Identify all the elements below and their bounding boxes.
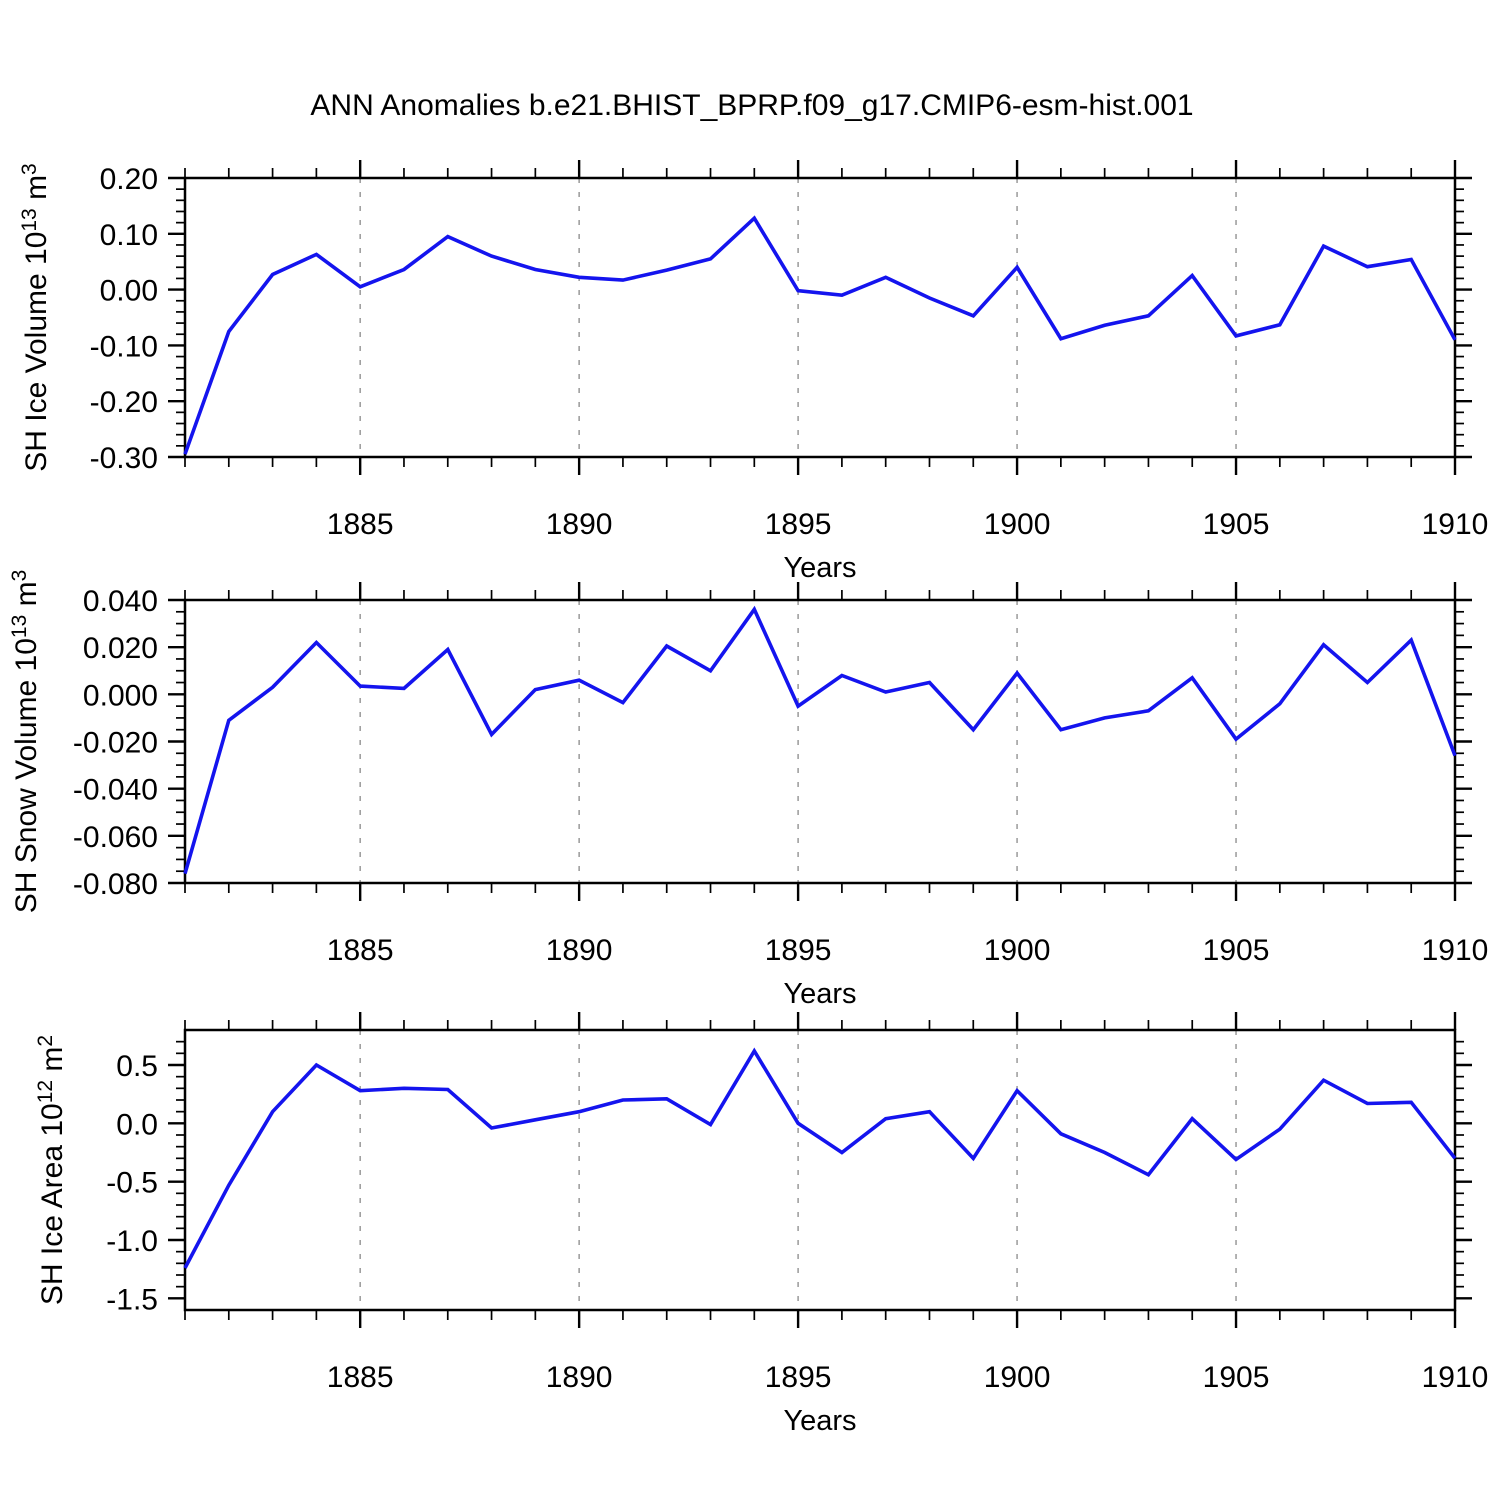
- x-tick-labels: 1885 1890 1895 1900 1905 1910: [327, 934, 1489, 967]
- svg-text:0.0: 0.0: [116, 1108, 158, 1141]
- svg-text:1910: 1910: [1422, 934, 1489, 967]
- plot-border: [183, 598, 1457, 885]
- y-tick-labels: 0.5 0.0 -0.5 -1.0 -1.5: [106, 1050, 158, 1316]
- gridlines: [359, 178, 1237, 457]
- x-axis-title: Years: [783, 978, 856, 1010]
- gridlines: [359, 600, 1237, 883]
- svg-text:-0.020: -0.020: [73, 727, 158, 760]
- plot-border: [183, 1028, 1457, 1312]
- x-axis-title: Years: [783, 552, 856, 584]
- svg-text:1900: 1900: [984, 508, 1051, 541]
- svg-text:1895: 1895: [765, 1361, 832, 1394]
- plot-border: [183, 176, 1457, 459]
- svg-text:-1.0: -1.0: [106, 1225, 158, 1258]
- svg-text:0.020: 0.020: [83, 632, 158, 665]
- svg-text:1890: 1890: [546, 934, 613, 967]
- gridlines: [359, 1030, 1237, 1310]
- x-ticks: [184, 1012, 1457, 1328]
- svg-text:1895: 1895: [765, 508, 832, 541]
- sh-ice-volume-line: [183, 215, 1457, 455]
- svg-text:-0.080: -0.080: [73, 868, 158, 901]
- y-ticks: [168, 176, 1472, 459]
- y-axis-title: SH Ice Volume 1013 m3: [18, 163, 53, 472]
- svg-text:0.5: 0.5: [116, 1050, 158, 1083]
- svg-text:0.20: 0.20: [100, 163, 158, 196]
- svg-text:1905: 1905: [1203, 934, 1270, 967]
- x-ticks: [184, 160, 1457, 475]
- svg-text:1885: 1885: [327, 1361, 394, 1394]
- svg-text:1885: 1885: [327, 934, 394, 967]
- svg-text:1905: 1905: [1203, 1361, 1270, 1394]
- svg-text:-1.5: -1.5: [106, 1283, 158, 1316]
- y-axis-title: SH Ice Area 1012 m2: [34, 1035, 69, 1305]
- x-ticks: [184, 582, 1457, 901]
- svg-text:-0.30: -0.30: [90, 442, 158, 475]
- x-tick-labels: 1885 1890 1895 1900 1905 1910: [327, 1361, 1489, 1394]
- y-ticks: [168, 1040, 1472, 1300]
- svg-text:1885: 1885: [327, 508, 394, 541]
- sh-ice-area-line: [183, 1047, 1457, 1269]
- svg-text:1890: 1890: [546, 508, 613, 541]
- svg-text:0.10: 0.10: [100, 219, 158, 252]
- svg-text:-0.5: -0.5: [106, 1167, 158, 1200]
- svg-text:1910: 1910: [1422, 1361, 1489, 1394]
- svg-text:1900: 1900: [984, 934, 1051, 967]
- y-tick-labels: 0.040 0.020 0.000 -0.020 -0.040 -0.060 -0.080: [73, 585, 158, 901]
- y-tick-labels: 0.20 0.10 0.00 -0.10 -0.20 -0.30: [90, 163, 158, 475]
- sh-snow-volume-line: [183, 605, 1457, 875]
- svg-text:0.00: 0.00: [100, 275, 158, 308]
- x-axis-title: Years: [783, 1405, 856, 1437]
- svg-text:0.040: 0.040: [83, 585, 158, 618]
- panel-sh-ice-area: 0.5 0.0 -0.5 -1.0 -1.5 1885 1890 1895 1900 1905 19…: [34, 1012, 1488, 1437]
- svg-text:1910: 1910: [1422, 508, 1489, 541]
- svg-text:-0.040: -0.040: [73, 774, 158, 807]
- figure-title: ANN Anomalies b.e21.BHIST_BPRP.f09_g17.C…: [310, 89, 1194, 122]
- svg-text:1900: 1900: [984, 1361, 1051, 1394]
- svg-text:1895: 1895: [765, 934, 832, 967]
- svg-text:0.000: 0.000: [83, 679, 158, 712]
- svg-text:1905: 1905: [1203, 508, 1270, 541]
- panel-sh-snow-volume: 0.040 0.020 0.000 -0.020 -0.040 -0.060 -0.080 1…: [8, 570, 1488, 1010]
- x-tick-labels: 1885 1890 1895 1900 1905 1910: [327, 508, 1489, 541]
- svg-text:-0.10: -0.10: [90, 330, 158, 363]
- svg-text:-0.20: -0.20: [90, 386, 158, 419]
- svg-text:1890: 1890: [546, 1361, 613, 1394]
- y-ticks: [168, 598, 1472, 885]
- svg-text:-0.060: -0.060: [73, 821, 158, 854]
- y-axis-title: SH Snow Volume 1013 m3: [8, 570, 43, 914]
